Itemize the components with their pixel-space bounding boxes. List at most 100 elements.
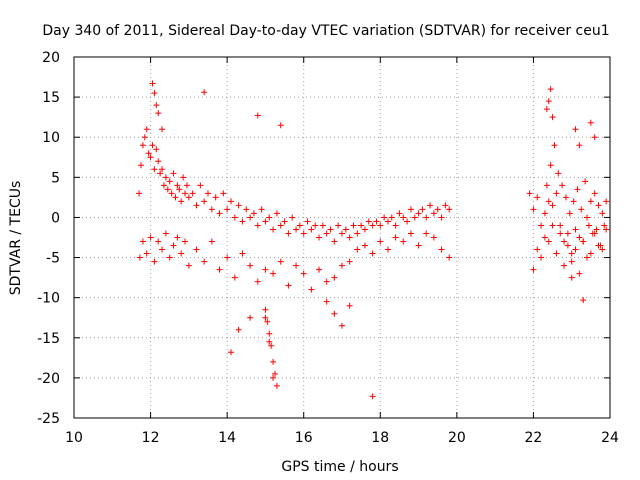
data-point (277, 258, 284, 265)
data-point (258, 206, 265, 213)
y-tick-label: -25 (37, 411, 60, 427)
data-point (201, 258, 208, 265)
data-point (339, 322, 345, 329)
data-point (595, 242, 602, 249)
data-point (247, 314, 254, 321)
data-point (369, 393, 376, 400)
data-point (400, 238, 407, 245)
data-point (603, 198, 610, 205)
data-point (384, 218, 391, 225)
data-point (162, 230, 169, 237)
data-point (272, 370, 278, 377)
data-point (159, 166, 166, 173)
x-tick-label: 14 (218, 430, 236, 446)
data-point (155, 110, 162, 117)
x-axis-label: GPS time / hours (281, 459, 398, 475)
data-point (407, 206, 414, 213)
data-point (312, 222, 319, 229)
data-point (296, 222, 303, 229)
data-point (593, 226, 600, 233)
data-point (407, 230, 414, 237)
data-point (231, 274, 238, 281)
data-point (153, 102, 160, 109)
x-tick-label: 20 (448, 430, 466, 446)
data-point (603, 226, 610, 233)
data-point (438, 246, 445, 253)
data-point (576, 142, 583, 149)
data-point (354, 246, 361, 253)
data-point (381, 214, 388, 221)
data-point (262, 314, 269, 321)
data-point (587, 119, 594, 126)
x-tick-label: 22 (525, 430, 543, 446)
data-point (549, 222, 556, 229)
data-point (543, 182, 550, 189)
x-axis-ticks: 10 12 14 16 18 20 22 24 (65, 57, 619, 446)
data-point (339, 262, 345, 269)
data-point (568, 250, 575, 257)
data-point (534, 246, 541, 253)
data-point (446, 206, 453, 213)
data-point (561, 238, 568, 245)
data-point (172, 194, 179, 201)
data-point (285, 230, 292, 237)
data-point (570, 198, 577, 205)
plot-frame (73, 56, 611, 419)
data-point (346, 234, 353, 241)
data-point (182, 238, 189, 245)
data-point (141, 134, 148, 141)
data-point (262, 218, 269, 225)
data-point (208, 206, 215, 213)
data-point (273, 210, 280, 217)
data-point (543, 106, 550, 113)
data-point (365, 218, 372, 225)
data-point (541, 210, 548, 217)
data-point (289, 214, 296, 221)
data-point (239, 218, 246, 225)
data-point (547, 86, 554, 93)
data-point (361, 226, 368, 233)
data-point (584, 214, 591, 221)
y-tick-label: -10 (37, 291, 60, 307)
data-point (168, 190, 175, 197)
data-point (323, 278, 330, 285)
data-point (293, 262, 300, 269)
data-point (358, 222, 365, 229)
data-point (582, 178, 589, 185)
data-point (185, 194, 192, 201)
data-point (304, 218, 311, 225)
data-point (281, 218, 288, 225)
data-point (155, 158, 162, 165)
data-point (254, 222, 261, 229)
data-point (541, 234, 548, 241)
data-point (220, 190, 227, 197)
data-point (566, 210, 573, 217)
data-point (547, 162, 554, 169)
data-point (227, 349, 234, 356)
data-point (270, 226, 277, 233)
data-point (193, 202, 200, 209)
data-point (293, 226, 300, 233)
data-point (534, 194, 541, 201)
data-point (574, 186, 581, 193)
data-point (346, 258, 353, 265)
x-tick-label: 16 (295, 430, 313, 446)
data-point (526, 190, 533, 197)
data-point (164, 186, 171, 193)
data-point (392, 222, 399, 229)
chart-title: Day 340 of 2011, Sidereal Day-to-day VTE… (42, 23, 609, 39)
data-point (247, 262, 254, 269)
data-point (205, 190, 211, 197)
grid-lines (74, 57, 610, 418)
data-point (323, 298, 330, 305)
data-point (430, 210, 437, 217)
data-point (587, 198, 594, 205)
data-point (373, 218, 380, 225)
data-point (572, 226, 579, 233)
data-point (138, 162, 144, 169)
data-point (388, 214, 395, 221)
data-point (549, 114, 556, 121)
data-point (266, 330, 273, 337)
data-point (170, 170, 177, 177)
data-point (216, 266, 223, 273)
